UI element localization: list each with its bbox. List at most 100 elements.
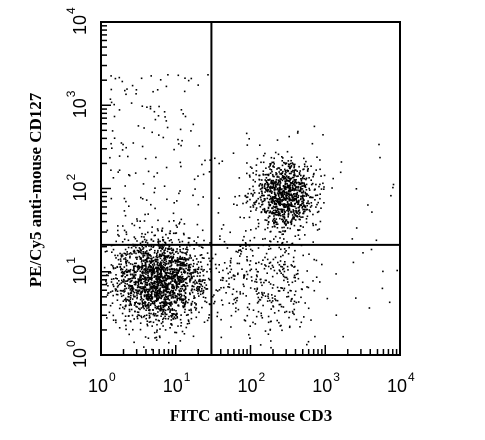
event-dot	[292, 303, 295, 305]
event-dot	[161, 252, 164, 255]
event-dot	[252, 206, 255, 208]
event-dot	[294, 214, 297, 216]
event-dot	[194, 271, 196, 274]
event-dot	[238, 177, 241, 179]
x-tick-label: 10 1	[163, 370, 191, 396]
event-dot	[279, 260, 282, 262]
event-dot	[197, 175, 199, 177]
event-dot	[228, 302, 231, 304]
event-dot	[133, 291, 136, 294]
event-dot	[362, 252, 364, 254]
event-dot	[292, 312, 294, 314]
event-dot	[253, 288, 256, 290]
event-dot	[282, 203, 284, 206]
event-dot	[162, 254, 164, 257]
event-dot	[306, 202, 308, 205]
event-dot	[275, 203, 277, 205]
event-dot	[136, 220, 139, 222]
event-dot	[301, 200, 303, 203]
event-dot	[156, 252, 158, 255]
event-dot	[124, 252, 127, 255]
event-dot	[392, 183, 395, 186]
event-dot	[184, 287, 187, 289]
event-dot	[159, 328, 161, 330]
event-dot	[197, 272, 199, 275]
event-dot	[179, 281, 181, 283]
event-dot	[120, 256, 123, 258]
event-dot	[281, 242, 283, 245]
event-dot	[151, 292, 153, 295]
event-dot	[230, 314, 233, 317]
event-dot	[187, 242, 190, 244]
event-dot	[147, 252, 150, 255]
event-dot	[197, 266, 200, 269]
event-dot	[297, 272, 299, 275]
event-dot	[283, 216, 286, 218]
event-dot	[282, 306, 285, 308]
event-dot	[192, 271, 195, 273]
event-dot	[297, 185, 300, 188]
event-dot	[273, 312, 276, 314]
event-dot	[200, 246, 203, 248]
event-dot	[183, 265, 185, 267]
y-tick-label-exponent: 0	[64, 340, 78, 347]
event-dot	[271, 264, 274, 267]
event-dot	[142, 274, 145, 277]
event-dot	[138, 226, 141, 229]
event-dot	[121, 279, 123, 282]
event-dot	[280, 210, 283, 213]
event-dot	[279, 217, 281, 220]
event-dot	[284, 263, 286, 266]
event-dot	[169, 272, 171, 274]
event-dot	[180, 293, 182, 296]
event-dot	[155, 339, 158, 341]
event-dot	[261, 293, 264, 295]
event-dot	[120, 268, 122, 271]
event-dot	[123, 281, 125, 283]
event-dot	[161, 296, 163, 298]
event-dot	[162, 321, 164, 323]
event-dot	[136, 258, 138, 260]
event-dot	[164, 293, 167, 296]
event-dot	[313, 172, 315, 175]
event-dot	[191, 291, 194, 294]
event-dot	[298, 200, 300, 203]
event-dot	[144, 251, 147, 254]
event-dot	[272, 196, 274, 199]
event-dot	[276, 214, 278, 216]
event-dot	[121, 268, 124, 271]
event-dot	[279, 188, 281, 190]
event-dot	[168, 257, 171, 259]
event-dot	[280, 248, 282, 251]
event-dot	[291, 203, 293, 206]
event-dot	[239, 249, 242, 251]
event-dot	[301, 196, 304, 198]
event-dot	[130, 102, 133, 104]
event-dot	[194, 279, 197, 282]
event-dot	[270, 181, 273, 183]
event-dot	[134, 295, 136, 298]
event-dot	[112, 319, 115, 321]
event-dot	[161, 285, 164, 287]
event-dot	[184, 115, 187, 118]
event-dot	[242, 202, 244, 205]
event-dot	[170, 316, 173, 318]
event-dot	[139, 280, 142, 282]
event-dot	[192, 335, 195, 338]
event-dot	[226, 247, 229, 249]
event-dot	[260, 263, 263, 265]
event-dot	[153, 314, 156, 317]
event-dot	[264, 237, 266, 240]
event-dot	[298, 182, 301, 184]
event-dot	[234, 297, 237, 300]
event-dot	[269, 168, 271, 170]
event-dot	[165, 303, 168, 305]
event-dot	[131, 263, 134, 266]
event-dot	[156, 299, 159, 302]
event-dot	[271, 186, 274, 189]
event-dot	[293, 165, 296, 168]
event-dot	[149, 304, 152, 306]
event-dot	[284, 311, 286, 314]
event-dot	[279, 198, 281, 201]
event-dot	[278, 290, 281, 292]
